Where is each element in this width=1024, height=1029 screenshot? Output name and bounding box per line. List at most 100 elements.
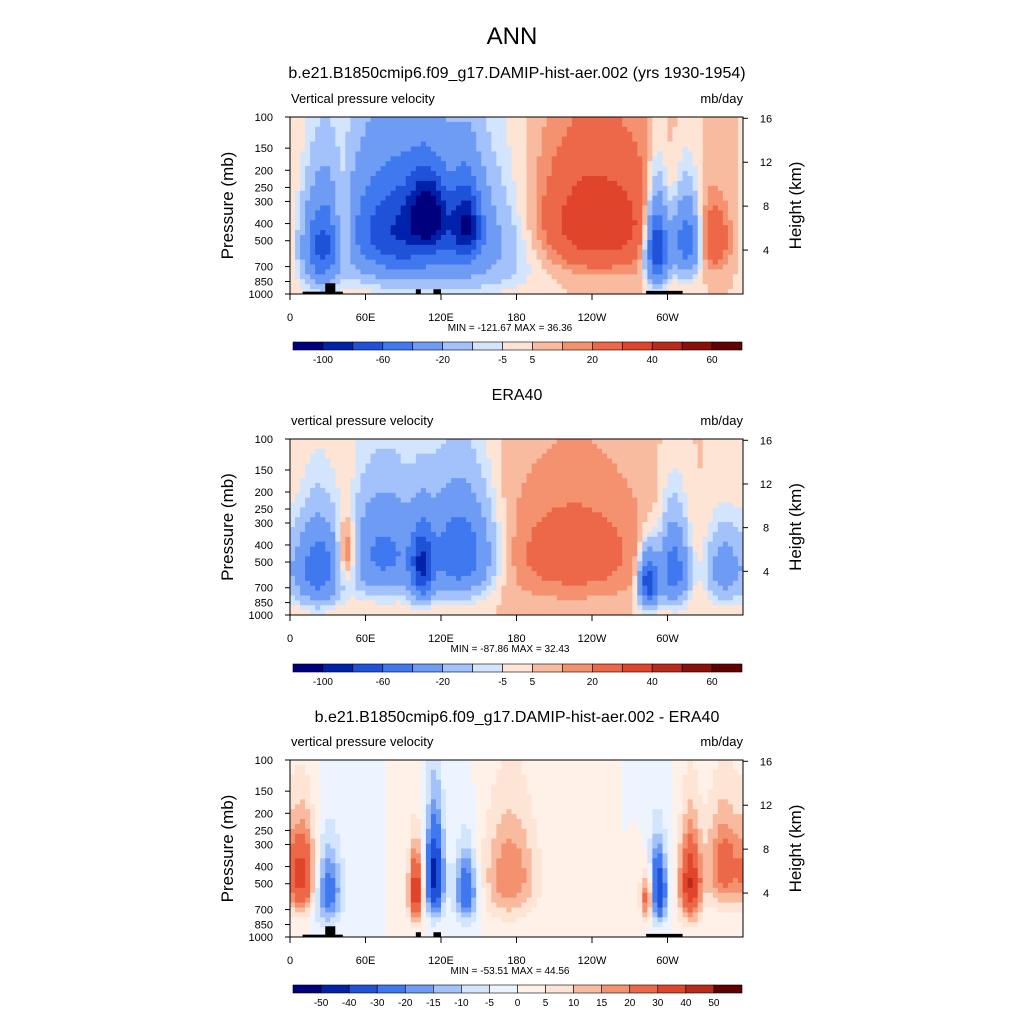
- field-cell: [300, 561, 305, 566]
- field-cell: [657, 201, 662, 206]
- field-cell: [703, 127, 708, 132]
- field-cell: [511, 201, 516, 206]
- field-cell: [350, 225, 355, 230]
- field-cell: [371, 137, 376, 142]
- field-cell: [446, 132, 451, 137]
- field-cell: [386, 576, 391, 581]
- field-cell: [522, 171, 527, 176]
- field-cell: [456, 498, 461, 503]
- field-cell: [602, 161, 607, 166]
- field-cell: [461, 196, 466, 201]
- y-tick-label: 150: [255, 143, 273, 155]
- field-cell: [577, 176, 582, 181]
- field-cell: [582, 132, 587, 137]
- field-cell: [461, 151, 466, 156]
- field-cell: [476, 498, 481, 503]
- field-cell: [723, 117, 728, 122]
- field-cell: [547, 156, 552, 161]
- field-cell: [557, 132, 562, 137]
- field-cell: [632, 196, 637, 201]
- field-cell: [688, 210, 693, 215]
- field-cell: [481, 551, 486, 556]
- field-cell: [431, 255, 436, 260]
- field-cell: [421, 591, 426, 596]
- field-cell: [360, 439, 365, 444]
- field-cell: [355, 503, 360, 508]
- field-cell: [421, 225, 426, 230]
- field-cell: [401, 537, 406, 542]
- field-cell: [441, 156, 446, 161]
- field-cell: [426, 468, 431, 473]
- field-cell: [310, 161, 315, 166]
- field-cell: [688, 250, 693, 255]
- field-cell: [723, 245, 728, 250]
- field-cell: [602, 122, 607, 127]
- field-cell: [340, 269, 345, 274]
- field-cell: [486, 260, 491, 265]
- field-cell: [688, 255, 693, 260]
- field-cell: [335, 468, 340, 473]
- field-cell: [451, 537, 456, 542]
- field-cell: [491, 449, 496, 454]
- field-cell: [622, 161, 627, 166]
- field-cell: [501, 483, 506, 488]
- field-cell: [501, 274, 506, 279]
- field-cell: [310, 463, 315, 468]
- field-cell: [708, 176, 713, 181]
- field-cell: [693, 186, 698, 191]
- field-cell: [325, 230, 330, 235]
- field-cell: [481, 493, 486, 498]
- field-cell: [698, 117, 703, 122]
- field-cell: [552, 210, 557, 215]
- field-cell: [683, 176, 688, 181]
- field-cell: [421, 122, 426, 127]
- field-cell: [522, 235, 527, 240]
- field-cell: [557, 220, 562, 225]
- field-cell: [436, 517, 441, 522]
- field-cell: [703, 265, 708, 270]
- field-cell: [622, 171, 627, 176]
- field-cell: [688, 147, 693, 152]
- field-cell: [602, 230, 607, 235]
- field-cell: [456, 586, 461, 591]
- field-cell: [345, 269, 350, 274]
- field-cell: [396, 507, 401, 512]
- field-cell: [360, 151, 365, 156]
- field-cell: [617, 265, 622, 270]
- field-cell: [325, 161, 330, 166]
- field-cell: [355, 605, 360, 610]
- field-cell: [355, 132, 360, 137]
- field-cell: [421, 537, 426, 542]
- field-cell: [290, 250, 295, 255]
- field-cell: [511, 215, 516, 220]
- field-cell: [401, 488, 406, 493]
- field-cell: [300, 245, 305, 250]
- field-cell: [461, 181, 466, 186]
- field-cell: [481, 137, 486, 142]
- field-cell: [401, 478, 406, 483]
- field-cell: [426, 512, 431, 517]
- field-cell: [713, 151, 718, 156]
- field-cell: [592, 245, 597, 250]
- field-cell: [693, 215, 698, 220]
- field-cell: [481, 537, 486, 542]
- field-cell: [366, 468, 371, 473]
- field-cell: [698, 156, 703, 161]
- field-cell: [471, 576, 476, 581]
- field-cell: [627, 255, 632, 260]
- field-cell: [481, 147, 486, 152]
- field-cell: [708, 206, 713, 211]
- field-cell: [325, 156, 330, 161]
- field-cell: [612, 284, 617, 289]
- field-cell: [391, 210, 396, 215]
- field-cell: [496, 191, 501, 196]
- field-cell: [527, 265, 532, 270]
- field-cell: [708, 220, 713, 225]
- field-cell: [295, 171, 300, 176]
- field-cell: [466, 463, 471, 468]
- field-cell: [572, 245, 577, 250]
- field-cell: [723, 250, 728, 255]
- field-cell: [421, 181, 426, 186]
- field-cell: [345, 220, 350, 225]
- field-cell: [310, 551, 315, 556]
